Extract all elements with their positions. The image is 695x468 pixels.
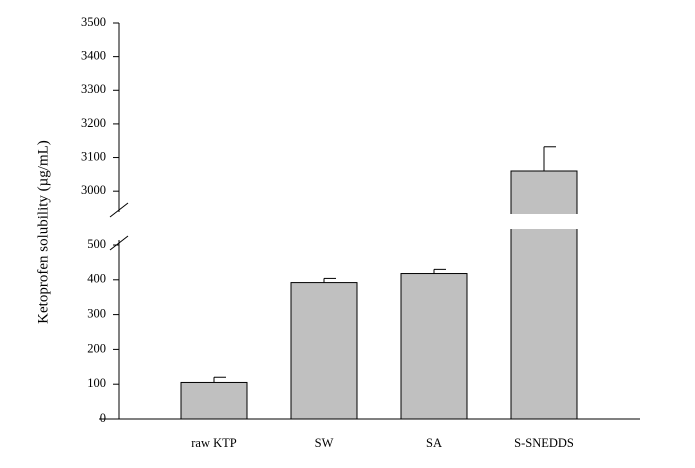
x-tick-label: SW	[315, 436, 334, 450]
y-tick-label: 100	[87, 376, 106, 390]
y-tick-label: 3400	[81, 49, 106, 63]
y-tick-label: 3300	[81, 82, 106, 96]
x-tick-label: SA	[426, 436, 442, 450]
axis-break-mark-upper	[109, 202, 129, 218]
bar	[510, 170, 578, 420]
y-tick-label: 200	[87, 341, 106, 355]
y-ticks: 0 100 200 300 400 500 3000 3100 3200 3300 3400 3500	[81, 15, 119, 425]
x-category-labels: raw KTP SW SA S-SNEDDS	[191, 436, 574, 450]
y-tick-label: 0	[100, 411, 106, 425]
y-tick-label: 500	[87, 237, 106, 251]
y-tick-label: 400	[87, 272, 106, 286]
bar	[290, 282, 358, 420]
x-tick-label: raw KTP	[191, 436, 237, 450]
bars	[180, 146, 578, 420]
bar	[400, 273, 468, 420]
axis-break-mark-lower	[109, 235, 129, 251]
y-tick-label: 3200	[81, 116, 106, 130]
y-axis-label: Ketoprofen solubility (µg/mL)	[35, 140, 51, 324]
bar	[180, 381, 248, 420]
y-tick-label: 3100	[81, 149, 106, 163]
y-tick-label: 3500	[81, 15, 106, 29]
x-tick-label: S-SNEDDS	[514, 436, 574, 450]
y-tick-label: 3000	[81, 183, 106, 197]
bar-break-band	[510, 214, 578, 229]
y-tick-label: 300	[87, 306, 106, 320]
